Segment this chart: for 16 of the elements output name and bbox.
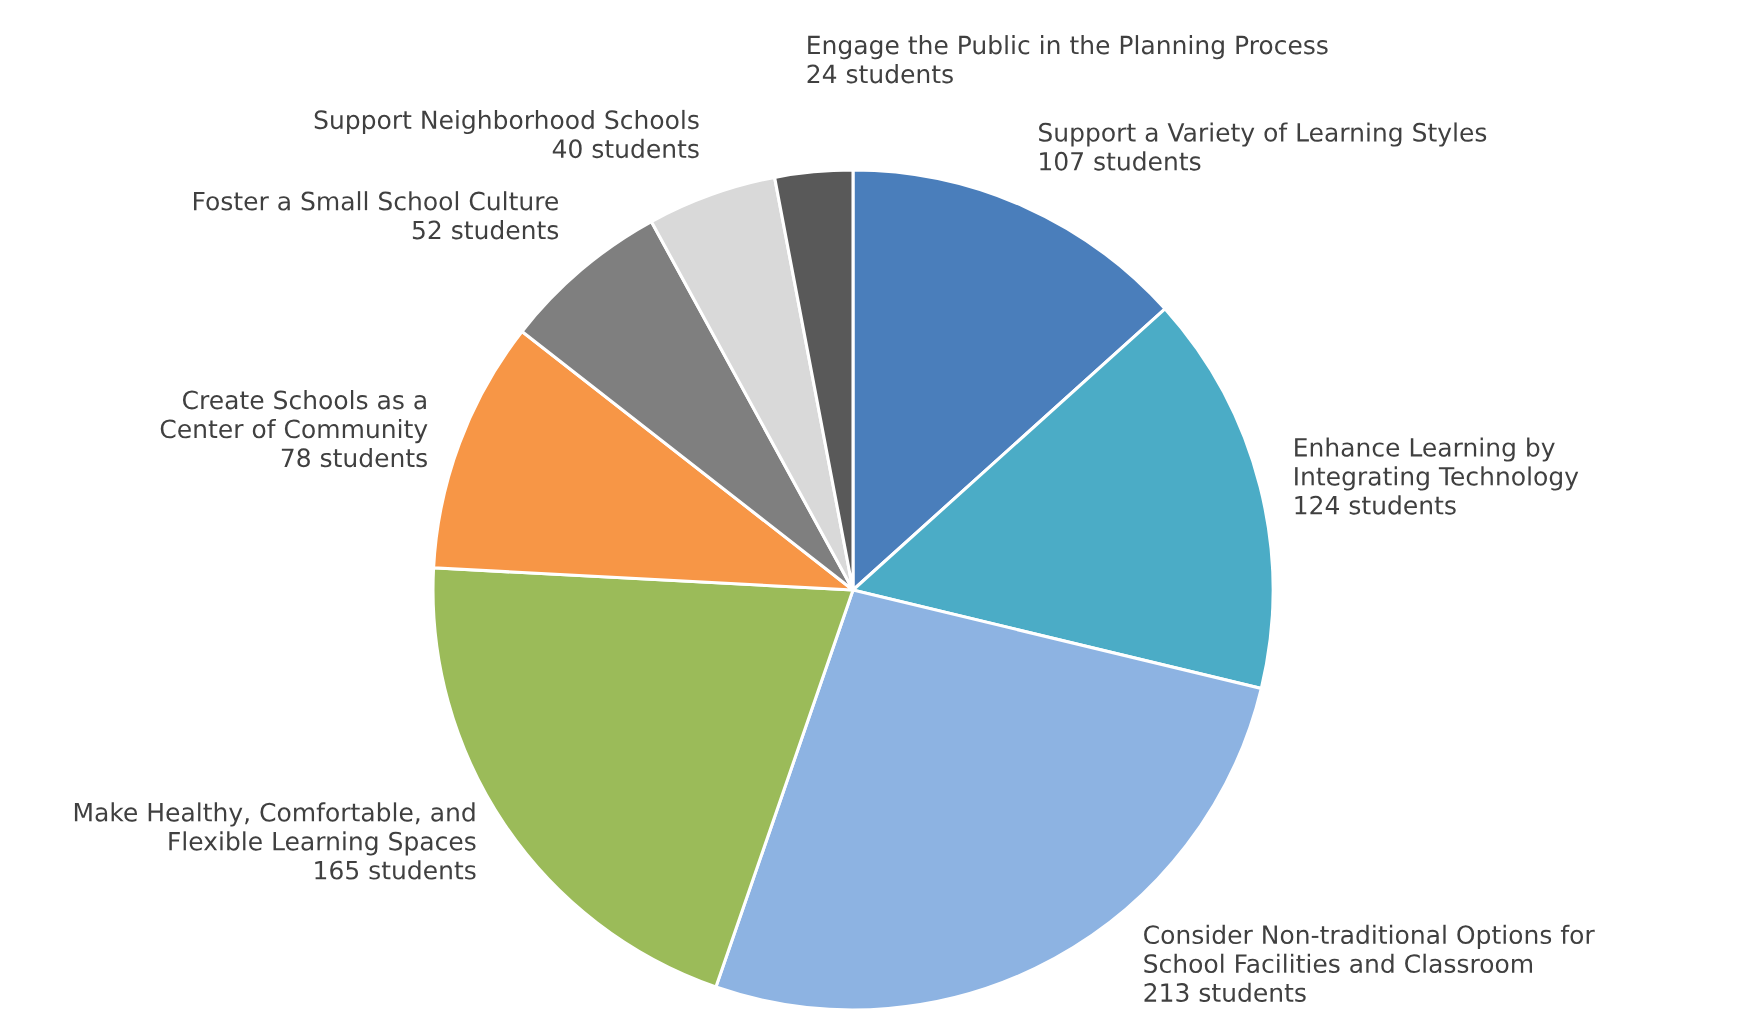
data-label: 24 students (807, 64, 953, 84)
slice-label: Foster a Small School Culture (194, 191, 558, 211)
slice-label: Create Schools as a Center of Community (160, 390, 428, 444)
data-label: 78 students (281, 447, 427, 468)
slice-label: Enhance Learning by Integrating Technology (1295, 437, 1579, 491)
data-label: 124 students (1295, 495, 1456, 515)
data-label: 213 students (1144, 982, 1306, 1002)
slice-label: Consider Non-traditional Options for School Facilities and Classroom (1144, 924, 1595, 974)
slice-label: Engage the Public in the Planning Process (808, 35, 1328, 60)
slice-label: Make Healthy, Comfortable, and Flexible Learning Spaces (74, 802, 476, 856)
slice-label: Support a Variety of Learning Styles (1039, 122, 1487, 147)
data-label: 52 students (412, 220, 559, 240)
data-label: 40 students (552, 138, 699, 159)
data-label: 165 students (315, 860, 476, 880)
slice-label: Support Neighborhood Schools (314, 109, 699, 135)
data-label: 107 students (1040, 151, 1201, 171)
